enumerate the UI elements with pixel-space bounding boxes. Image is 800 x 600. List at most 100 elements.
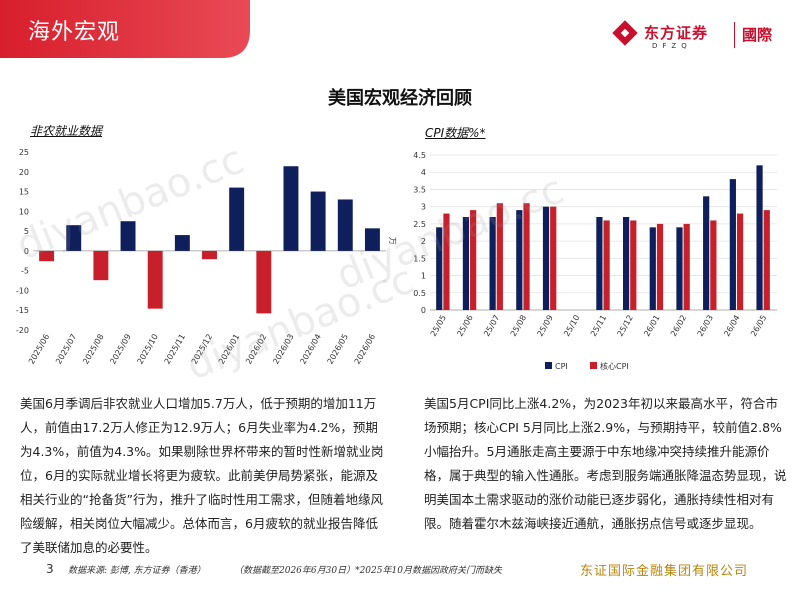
y-tick-label: 0.5 [413,289,426,298]
y-tick-label: 15 [19,188,29,197]
bar-核心CPI-26/05 [763,210,770,310]
y-tick-label: 1 [421,272,426,281]
x-tick-label: 26/02 [669,314,688,338]
y-tick-label: 2.5 [413,220,426,229]
bar-CPI-25/11 [596,217,603,310]
bar-2025/12 [202,250,217,260]
bar-CPI-25/12 [622,217,630,310]
x-tick-label: 25/07 [482,314,501,338]
bar-2025/08 [93,250,109,281]
y-tick-label: 10 [19,207,29,216]
y-tick-label: 0 [24,247,29,256]
x-tick-label: 2025/07 [54,333,78,366]
legend-swatch-核心CPI [590,362,597,369]
logo-text-cn: 东方证券 [644,24,709,42]
x-tick-label: 25/08 [509,314,528,338]
x-tick-label: 2026/06 [353,333,377,366]
bar-2026/04 [310,191,326,251]
y-tick-label: 0 [421,306,426,315]
y-tick-label: -15 [16,306,29,315]
bar-核心CPI-25/11 [603,220,610,310]
bar-核心CPI-26/04 [736,213,744,310]
bar-CPI-25/09 [542,206,550,310]
cpi-bar-chart: 0 0.5 1 1.5 2 2.5 3 3.5 4 4.5 25/05 25/06 25/07 25/08… [413,151,777,371]
x-tick-label: 2026/05 [326,333,350,366]
bar-核心CPI-25/07 [496,203,503,310]
y-tick-label: -5 [21,267,29,276]
x-tick-label: 2025/06 [27,333,51,366]
x-tick-label: 26/01 [642,314,661,338]
bar-核心CPI-26/02 [683,223,690,310]
cpi-commentary: 美国5月CPI同比上涨4.2%，为2023年初以来最高水平，符合市场预期；核心C… [424,396,787,531]
bar-2025/10 [147,250,163,309]
bar-2026/02 [256,250,272,314]
bar-核心CPI-25/05 [443,213,450,310]
company-name: 东证国际金融集团有限公司 [580,564,749,579]
legend-label-核心CPI: 核心CPI [600,361,629,371]
x-tick-label: 25/05 [429,314,448,338]
nfp-commentary: 美国6月季调后非农就业人口增加5.7万人，低于预期的增加11万人，前值由17.2… [20,396,384,555]
data-source: 数据来源: 彭博, 东方证券（香港） [68,566,206,576]
y-tick-label: 25 [19,148,29,157]
bar-2026/01 [229,187,245,251]
header-banner [0,0,250,58]
x-tick-label: 26/04 [722,314,741,338]
bar-CPI-25/05 [436,227,443,310]
bar-2025/09 [120,221,136,251]
y-tick-label: 5 [24,227,29,236]
x-tick-label: 25/06 [455,314,474,338]
x-tick-label: 2026/02 [244,333,268,366]
bar-2026/03 [283,166,299,251]
x-tick-label: 25/12 [616,314,635,338]
dfzq-logo-icon [612,20,638,46]
page-title: 美国宏观经济回顾 [328,88,472,109]
bar-CPI-26/04 [729,179,736,310]
y-tick-label: 1.5 [413,254,426,263]
bar-CPI-26/01 [649,227,656,310]
y-tick-label: 4.5 [413,151,426,160]
bar-CPI-25/06 [462,217,470,310]
bar-核心CPI-26/03 [710,220,717,310]
bar-核心CPI-26/01 [656,223,664,310]
bar-CPI-26/03 [703,196,710,310]
x-tick-label: 25/10 [562,314,581,338]
x-tick-label: 2025/12 [190,333,214,366]
y-tick-label: -20 [16,326,29,335]
x-tick-label: 2026/04 [298,333,322,366]
x-tick-label: 2025/11 [163,333,187,366]
section-title: 海外宏观 [28,20,121,45]
bar-核心CPI-25/08 [523,203,530,310]
cpi-chart-title: CPI数据%* [425,126,486,140]
logo-divider [734,22,735,48]
x-tick-label: 25/11 [589,314,608,338]
x-tick-label: 2025/08 [81,333,105,366]
bar-核心CPI-25/12 [630,220,637,310]
bar-2025/07 [66,225,82,251]
bar-2025/06 [39,250,55,262]
y-tick-label: 3 [421,203,426,212]
bar-CPI-25/07 [489,217,496,310]
legend-swatch-CPI [545,362,552,369]
bar-核心CPI-25/06 [470,210,477,310]
x-tick-label: 26/05 [749,314,768,338]
x-tick-label: 2026/03 [271,333,295,366]
bar-CPI-26/05 [756,165,763,310]
bar-2025/11 [174,235,190,251]
bar-核心CPI-25/09 [550,206,557,310]
y-tick-label: -10 [16,286,29,295]
data-note: （数据截至2026年6月30日）*2025年10月数据因政府关门而缺失 [234,566,502,576]
y-tick-label: 20 [19,168,29,177]
x-tick-label: 2025/10 [136,333,160,366]
nfp-chart-title: 非农就业数据 [30,124,103,138]
bar-2026/05 [337,199,353,251]
x-tick-label: 25/09 [536,314,555,338]
bar-CPI-26/02 [676,227,683,310]
bar-2026/06 [364,228,380,251]
page-number: 3 [46,562,54,576]
y-tick-label: 3.5 [413,185,426,194]
y-tick-label: 2 [421,237,426,246]
logo-text-intl: 國際 [742,26,773,44]
x-tick-label: 26/03 [696,314,715,338]
x-tick-label: 2025/09 [108,333,132,366]
